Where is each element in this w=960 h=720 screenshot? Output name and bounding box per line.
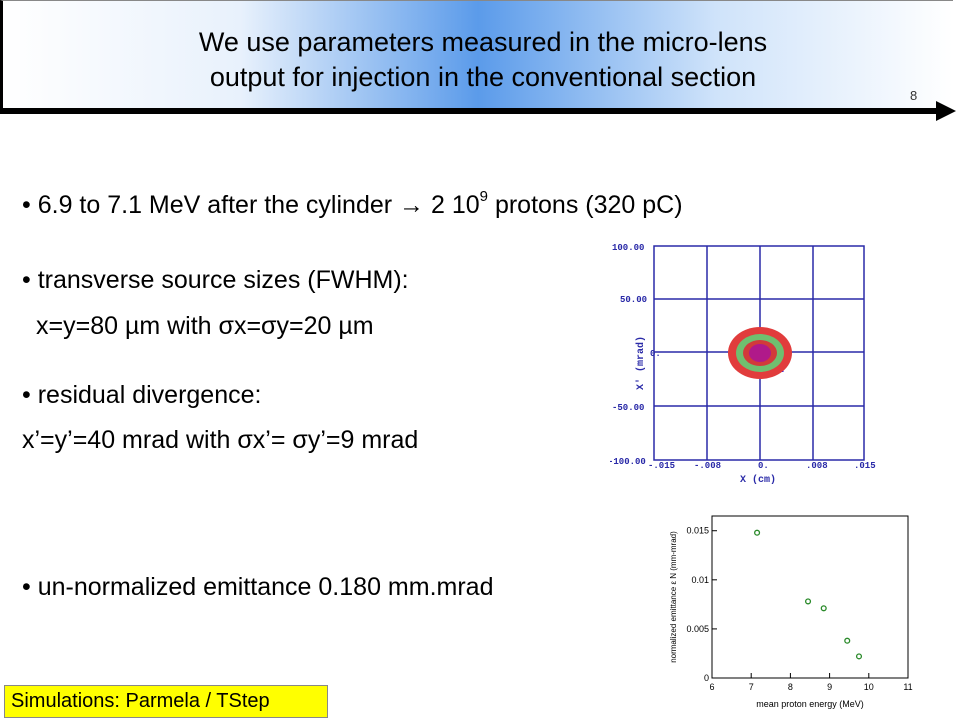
bullet-emittance-text: un-normalized emittance 0.180 mm.mrad [37,573,494,601]
bullet-energy: • 6.9 to 7.1 MeV after the cylinder → 2 … [22,187,683,220]
bullet-icon: • [22,266,31,294]
right-arrow-icon: → [399,191,425,219]
y-tick-label: -50.00 [612,403,644,413]
x-tick-label: .008 [806,461,828,471]
chart-frame [711,515,909,679]
emittance-chart: 6 7 8 9 10 11 0 0.005 0.01 0.015 mean proton ener… [669,515,913,709]
x-axis-label: X (cm) [740,474,776,486]
simulation-credit: Simulations: Parmela / TStep [4,685,328,718]
proton-count-exponent: 9 [479,187,488,205]
bullet-divergence-text: residual divergence: [37,381,262,409]
x-tick-label: 8 [788,682,793,692]
bullet-source-sizes-text: transverse source sizes (FWHM): [37,266,409,294]
slide-title-line-2: output for injection in the conventional… [209,62,757,92]
header-arrow-line [0,108,940,114]
x-tick-label: 7 [749,682,754,692]
proton-count: 2 10 [430,191,480,219]
data-point [820,605,827,612]
bullet-emittance: • un-normalized emittance 0.180 mm.mrad [22,572,493,602]
bullet-divergence: • residual divergence: [22,380,261,410]
phase-space-grid [653,245,865,461]
bullet-energy-text: 6.9 to 7.1 MeV after the cylinder [37,191,393,219]
y-tick-label: 0.01 [691,575,709,585]
data-point [754,529,761,536]
x-tick-label: -.015 [648,461,675,471]
y-tick-label: 0 [704,673,709,683]
chart-x-axis-label: mean proton energy (MeV) [756,699,864,709]
bullet-icon: • [22,191,31,219]
y-tick-label: 50.00 [620,295,647,305]
x-tick-label: -.008 [694,461,721,471]
arrow-head-icon [936,101,956,121]
y-axis-label: X' (mrad) [635,336,647,390]
data-point [844,637,851,644]
y-tick-label: 0.005 [686,624,709,634]
title-banner: We use parameters measured in the micro-… [0,0,953,109]
x-tick-label: 11 [903,682,912,692]
chart-ticks: 6 7 8 9 10 11 0 0.005 0.01 0.015 [686,526,912,692]
x-tick-label: 6 [709,682,714,692]
beam-density-core [749,344,771,362]
slide-number: 8 [910,88,918,103]
chart-points [754,529,863,660]
y-tick-label: 100.00 [612,243,644,253]
slide-title-line-1: We use parameters measured in the micro-… [198,27,768,57]
slide-title: We use parameters measured in the micro-… [43,25,923,95]
y-tick-label: 0. [650,349,661,359]
bullet-icon: • [22,573,31,601]
y-tick-label: 0.015 [686,526,709,536]
data-point [804,598,812,605]
x-tick-label: 0. [758,461,769,471]
phase-space-plot: 100.00 50.00 0. -50.00 -100.00 -.015 -.0… [610,243,876,486]
proton-charge: protons (320 pC) [488,191,683,219]
y-tick-label: -100.00 [610,457,646,467]
data-point [855,653,863,660]
x-tick-label: .015 [854,461,876,471]
source-sizes-values: x=y=80 µm with σx=σy=20 µm [36,312,374,340]
bullet-source-sizes: • transverse source sizes (FWHM): [22,265,409,295]
divergence-values: x’=y’=40 mrad with σx’= σy’=9 mrad [22,426,419,454]
x-tick-label: 9 [827,682,832,692]
chart-y-axis-label: normalized emittance ε N (mm-mrad) [669,531,678,663]
x-tick-label: 10 [864,682,874,692]
bullet-icon: • [22,381,31,409]
